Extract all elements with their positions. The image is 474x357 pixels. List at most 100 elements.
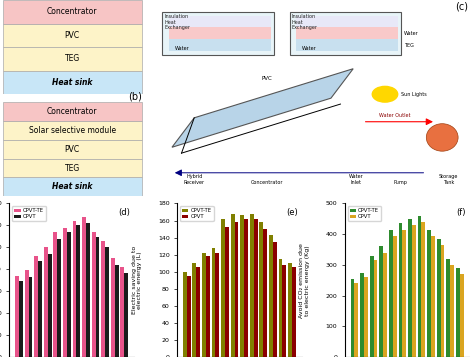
Bar — [383, 253, 387, 357]
Bar — [115, 265, 118, 357]
Text: Sun Lights: Sun Lights — [401, 92, 427, 97]
Bar — [250, 214, 254, 357]
FancyBboxPatch shape — [3, 71, 142, 94]
Text: TEG: TEG — [404, 42, 414, 48]
Bar — [48, 254, 52, 357]
Bar — [91, 232, 96, 357]
FancyBboxPatch shape — [3, 121, 142, 140]
Bar — [431, 236, 435, 357]
Text: Concentrator: Concentrator — [251, 180, 283, 185]
Text: TEG: TEG — [64, 164, 80, 172]
Text: (f): (f) — [456, 208, 465, 217]
Text: Water Outlet: Water Outlet — [379, 113, 410, 118]
Bar — [111, 258, 115, 357]
Bar — [96, 237, 100, 357]
Bar — [269, 235, 273, 357]
Ellipse shape — [426, 124, 458, 151]
FancyBboxPatch shape — [290, 12, 401, 55]
Bar — [231, 214, 235, 357]
Bar — [211, 248, 216, 357]
Bar — [54, 232, 57, 357]
Bar — [63, 228, 67, 357]
Bar — [101, 241, 105, 357]
Text: Water
Inlet: Water Inlet — [349, 174, 364, 185]
Bar — [221, 219, 225, 357]
Bar — [183, 272, 187, 357]
Bar — [216, 253, 219, 357]
Bar — [370, 256, 374, 357]
Text: PVC: PVC — [262, 76, 273, 81]
Legend: CPVT-TE, CPVT: CPVT-TE, CPVT — [347, 206, 381, 221]
Bar — [263, 229, 267, 357]
Bar — [292, 267, 296, 357]
Legend: CPVT-TE, CPVT: CPVT-TE, CPVT — [180, 206, 214, 221]
Bar — [187, 276, 191, 357]
Bar — [86, 223, 90, 357]
Bar — [364, 277, 368, 357]
Text: PVC: PVC — [64, 31, 80, 40]
Bar — [360, 273, 364, 357]
Polygon shape — [172, 69, 353, 147]
Bar — [124, 273, 128, 357]
Bar — [283, 265, 286, 357]
FancyBboxPatch shape — [3, 0, 142, 24]
Text: (b): (b) — [128, 91, 142, 101]
Bar — [441, 245, 445, 357]
Bar — [244, 219, 248, 357]
Bar — [460, 274, 464, 357]
Y-axis label: Electric saving due to
electric energy (L): Electric saving due to electric energy (… — [132, 246, 143, 315]
Bar — [402, 230, 406, 357]
Bar — [235, 222, 238, 357]
Y-axis label: Avoid CO₂ emission due
to electric energy (Kg): Avoid CO₂ emission due to electric energ… — [300, 243, 310, 318]
Bar — [374, 260, 377, 357]
FancyBboxPatch shape — [169, 27, 271, 39]
Bar — [202, 253, 206, 357]
Text: Water: Water — [175, 46, 190, 51]
Bar — [355, 283, 358, 357]
Bar — [259, 222, 263, 357]
Bar — [389, 230, 393, 357]
FancyBboxPatch shape — [296, 27, 398, 39]
Text: Hybrid
Receiver: Hybrid Receiver — [183, 174, 205, 185]
Text: Heat sink: Heat sink — [52, 78, 92, 87]
Bar — [240, 215, 244, 357]
Bar — [196, 267, 200, 357]
Bar — [19, 281, 23, 357]
Text: Water: Water — [302, 46, 317, 51]
Text: (c): (c) — [455, 2, 468, 12]
Bar — [418, 216, 421, 357]
Bar — [57, 238, 61, 357]
Bar — [379, 246, 383, 357]
Bar — [120, 267, 124, 357]
FancyBboxPatch shape — [169, 16, 271, 27]
Bar — [73, 221, 76, 357]
Bar — [412, 225, 416, 357]
FancyBboxPatch shape — [169, 39, 271, 51]
Bar — [254, 219, 257, 357]
FancyBboxPatch shape — [296, 16, 398, 27]
Text: TEG: TEG — [64, 55, 80, 64]
Bar — [192, 263, 196, 357]
Bar — [67, 232, 71, 357]
Text: (e): (e) — [286, 208, 298, 217]
Text: Storage
Tank: Storage Tank — [439, 174, 458, 185]
Text: Insulation
Heat
Exchanger: Insulation Heat Exchanger — [291, 14, 317, 30]
FancyBboxPatch shape — [3, 177, 142, 196]
Bar — [225, 227, 229, 357]
FancyBboxPatch shape — [3, 102, 142, 121]
FancyBboxPatch shape — [296, 39, 398, 51]
Bar — [279, 259, 283, 357]
Text: Insulation
Heat
Exchanger: Insulation Heat Exchanger — [164, 14, 190, 30]
Text: Water: Water — [404, 31, 419, 36]
FancyBboxPatch shape — [163, 12, 273, 55]
Bar — [450, 265, 454, 357]
FancyBboxPatch shape — [3, 24, 142, 47]
Circle shape — [372, 86, 398, 102]
Bar — [393, 236, 397, 357]
Bar — [28, 277, 32, 357]
FancyBboxPatch shape — [3, 47, 142, 71]
Text: Heat sink: Heat sink — [52, 182, 92, 191]
Bar — [44, 247, 48, 357]
Bar — [273, 242, 277, 357]
Bar — [427, 230, 431, 357]
